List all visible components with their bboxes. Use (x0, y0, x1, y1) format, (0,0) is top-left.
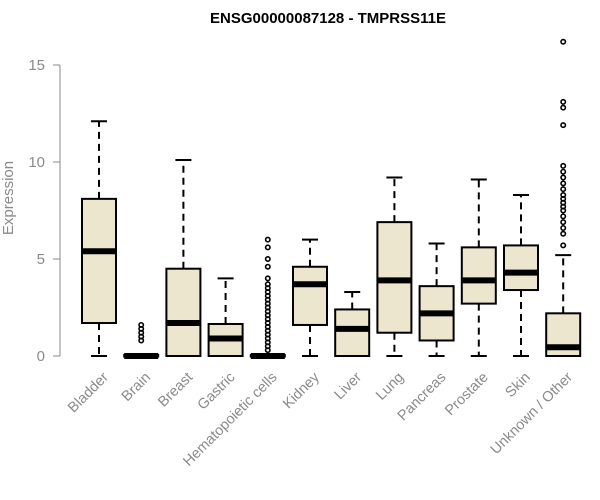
box-brain (123, 321, 160, 359)
box-prostate (460, 178, 497, 357)
outlier-point (264, 281, 271, 288)
y-axis: 0 5 10 15 (28, 57, 61, 365)
x-tick-label: Kidney (280, 369, 323, 412)
x-tick-label: Breast (155, 370, 196, 411)
x-tick-label: Prostate (442, 370, 491, 419)
box-pancreas (418, 242, 455, 357)
box-bladder (81, 120, 117, 357)
outlier-point (560, 224, 567, 231)
x-tick-label: Brain (119, 370, 154, 405)
chart-title: ENSG00000087128 - TMPRSS11E (210, 10, 446, 27)
outlier-point (560, 191, 567, 198)
box-iqr (165, 267, 202, 358)
y-tick-label: 10 (28, 154, 45, 171)
y-tick-label: 15 (28, 57, 45, 74)
outlier-point (560, 186, 567, 193)
outlier-point (560, 168, 567, 175)
box-gastric (207, 277, 244, 357)
outlier-point (560, 38, 567, 45)
box-iqr (334, 308, 371, 358)
outlier-point (264, 255, 271, 262)
x-tick-label: Liver (331, 369, 365, 403)
box-iqr (81, 197, 117, 325)
box-iqr (460, 246, 497, 305)
x-tick-label: Bladder (65, 369, 112, 416)
box-iqr (292, 265, 328, 326)
outlier-point (560, 230, 567, 237)
outlier-point (560, 162, 567, 169)
outlier-point (560, 98, 567, 105)
outlier-point (560, 180, 567, 187)
outlier-point (560, 219, 567, 226)
x-tick-label: Lung (373, 370, 407, 404)
outlier-point (264, 275, 271, 282)
outlier-point (560, 104, 567, 111)
box-kidney (292, 238, 328, 357)
y-tick-label: 0 (37, 348, 45, 365)
box-hematopoietic-cells (249, 236, 286, 359)
outlier-point (560, 242, 567, 249)
box-group (81, 38, 582, 359)
outlier-point (264, 236, 271, 243)
x-tick-label: Skin (503, 370, 534, 401)
y-tick-label: 5 (37, 251, 45, 268)
box-lung (376, 176, 413, 357)
box-skin (503, 193, 539, 357)
outlier-point (264, 244, 271, 251)
box-breast (165, 159, 202, 358)
outlier-point (138, 321, 145, 328)
y-axis-label: Expression (0, 161, 17, 235)
outlier-point (560, 122, 567, 129)
box-liver (334, 290, 371, 358)
outlier-point (560, 213, 567, 220)
outlier-point (264, 263, 271, 270)
box-unknown-other (545, 38, 582, 358)
outlier-point (560, 174, 567, 181)
box-iqr (503, 244, 539, 292)
